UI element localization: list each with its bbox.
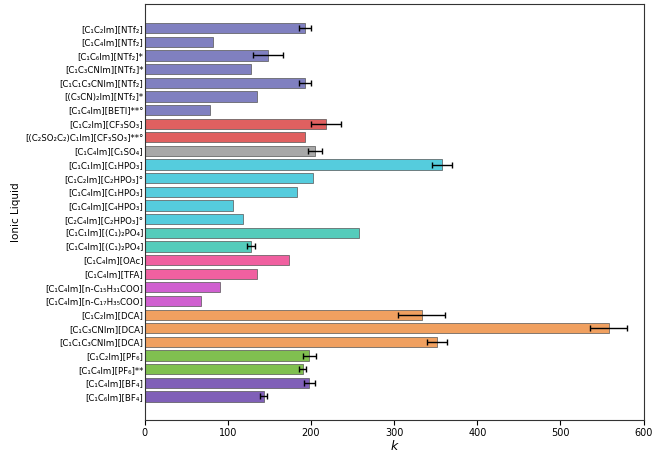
Bar [145,146,315,156]
Bar [145,91,257,102]
Bar [145,364,303,374]
Bar [145,391,263,402]
Bar [145,214,243,224]
Bar [145,200,233,211]
Bar [145,173,313,183]
Bar [145,296,201,306]
Bar [145,268,257,279]
Bar [145,255,288,265]
Bar [145,337,438,347]
Bar [145,118,326,129]
Y-axis label: Ionic Liquid: Ionic Liquid [11,183,21,242]
Bar [145,378,309,388]
Bar [145,64,251,74]
Bar [145,105,210,115]
Bar [145,241,251,252]
Bar [145,132,305,143]
Bar [145,23,305,34]
Bar [145,309,422,320]
Bar [145,37,213,47]
Bar [145,282,219,293]
X-axis label: k: k [390,439,397,452]
Bar [145,159,442,170]
Bar [145,350,309,361]
Bar [145,323,609,333]
Bar [145,50,268,61]
Bar [145,78,305,88]
Bar [145,228,359,238]
Bar [145,187,297,197]
